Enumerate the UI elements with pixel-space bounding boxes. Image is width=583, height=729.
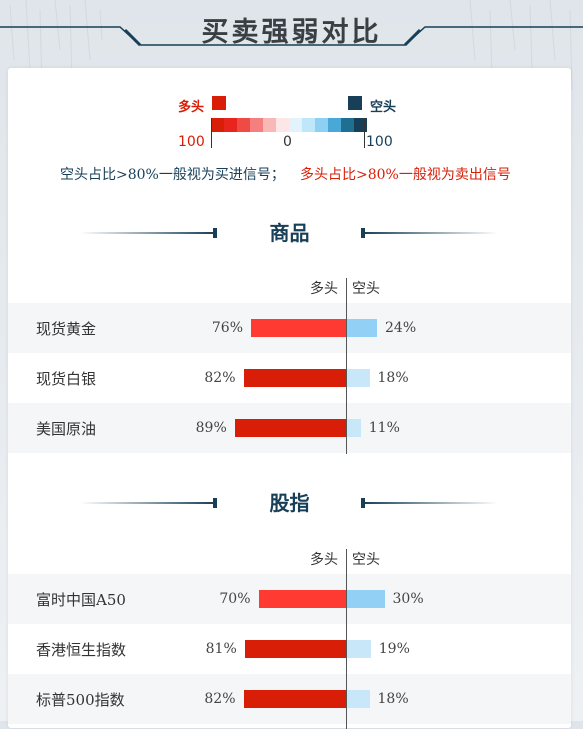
category-label: 标普500指数 [36, 691, 125, 709]
long-bar [244, 640, 346, 658]
legend-long-swatch [212, 96, 226, 110]
buy-signal-note: 空头占比>80%一般视为买进信号； [60, 167, 285, 183]
short-bar [347, 590, 385, 608]
scale-tick-right [364, 118, 365, 148]
color-scale-swatch [328, 118, 341, 132]
category-label: 现货黄金 [36, 320, 97, 338]
long-bar [243, 369, 346, 387]
long-value-label: 82% [204, 691, 236, 707]
category-label: 香港恒生指数 [36, 641, 127, 659]
category-label: 美国原油 [36, 420, 97, 438]
section-decoration-right [363, 232, 498, 234]
center-axis [346, 549, 347, 729]
category-label: 富时中国A50 [36, 591, 126, 609]
background-decoration [9, 0, 573, 91]
color-scale-swatch [250, 118, 263, 132]
chart-row: 富时中国A50 70% 30% [8, 574, 571, 624]
short-bar [347, 690, 370, 708]
chart-row: 美国原油 89% 11% [8, 403, 571, 453]
header: 买卖强弱对比 [0, 0, 583, 60]
scale-left-number: 100 [178, 134, 205, 150]
section-title-indices: 股指 [269, 491, 310, 515]
short-value-label: 18% [377, 691, 409, 707]
section-decoration-cap-left [213, 498, 217, 508]
long-bar [251, 319, 346, 337]
color-scale-swatch [211, 118, 224, 132]
short-value-label: 30% [392, 591, 424, 607]
section-decoration-left [80, 232, 215, 234]
sell-signal-note: 多头占比>80%一般视为卖出信号 [300, 167, 511, 183]
color-scale-swatch [237, 118, 250, 132]
chart-row: 香港恒生指数 81% 19% [8, 624, 571, 674]
long-value-label: 76% [211, 320, 243, 336]
short-value-label: 11% [368, 420, 400, 436]
section-decoration-cap-left [213, 228, 217, 238]
column-header-long: 多头 [310, 281, 338, 297]
long-value-label: 82% [204, 370, 236, 386]
color-scale-swatch [315, 118, 328, 132]
chart-row: 现货黄金 76% 24% [8, 303, 571, 353]
color-scale-swatch [263, 118, 276, 132]
short-bar [347, 419, 361, 437]
section-decoration-left [80, 502, 215, 504]
long-bar [258, 590, 346, 608]
short-value-label: 19% [378, 641, 410, 657]
color-scale-swatch [354, 118, 367, 132]
short-value-label: 24% [385, 320, 417, 336]
legend-short-swatch [348, 96, 362, 110]
color-scale-swatch [289, 118, 302, 132]
legend-short-label: 空头 [370, 100, 397, 115]
color-scale-swatch [224, 118, 237, 132]
column-header-short: 空头 [352, 281, 380, 297]
legend: 多头 空头 100 0 100 空头占比>80%一般视为买进信号； 多头占比>8… [8, 68, 571, 183]
short-bar [347, 640, 371, 658]
column-header-short: 空头 [352, 552, 380, 568]
column-header-long: 多头 [310, 552, 338, 568]
title-frame [0, 26, 583, 47]
long-bar [234, 419, 346, 437]
short-bar [347, 319, 377, 337]
color-scale-swatch [302, 118, 315, 132]
long-value-label: 81% [205, 641, 237, 657]
legend-long-label: 多头 [178, 100, 205, 115]
scale-right-number: 100 [366, 134, 393, 150]
long-bar [243, 690, 346, 708]
section-title-commodities: 商品 [269, 221, 310, 245]
color-scale-swatch [276, 118, 289, 132]
page-title: 买卖强弱对比 [201, 17, 382, 48]
chart-row: 现货白银 82% 18% [8, 353, 571, 403]
long-value-label: 89% [195, 420, 227, 436]
chart-row: 标普500指数 82% 18% [8, 674, 571, 724]
short-value-label: 18% [377, 370, 409, 386]
color-scale-swatch [341, 118, 354, 132]
scale-tick-left [211, 118, 212, 148]
scale-center-number: 0 [283, 134, 292, 150]
short-bar [347, 369, 370, 387]
color-scale [211, 118, 367, 132]
center-axis [346, 278, 347, 454]
category-label: 现货白银 [36, 370, 97, 388]
content-card: 多头 空头 100 0 100 空头占比>80%一般视为买进信号； 多头占比>8… [8, 68, 571, 729]
long-value-label: 70% [219, 591, 251, 607]
section-decoration-right [363, 502, 498, 504]
